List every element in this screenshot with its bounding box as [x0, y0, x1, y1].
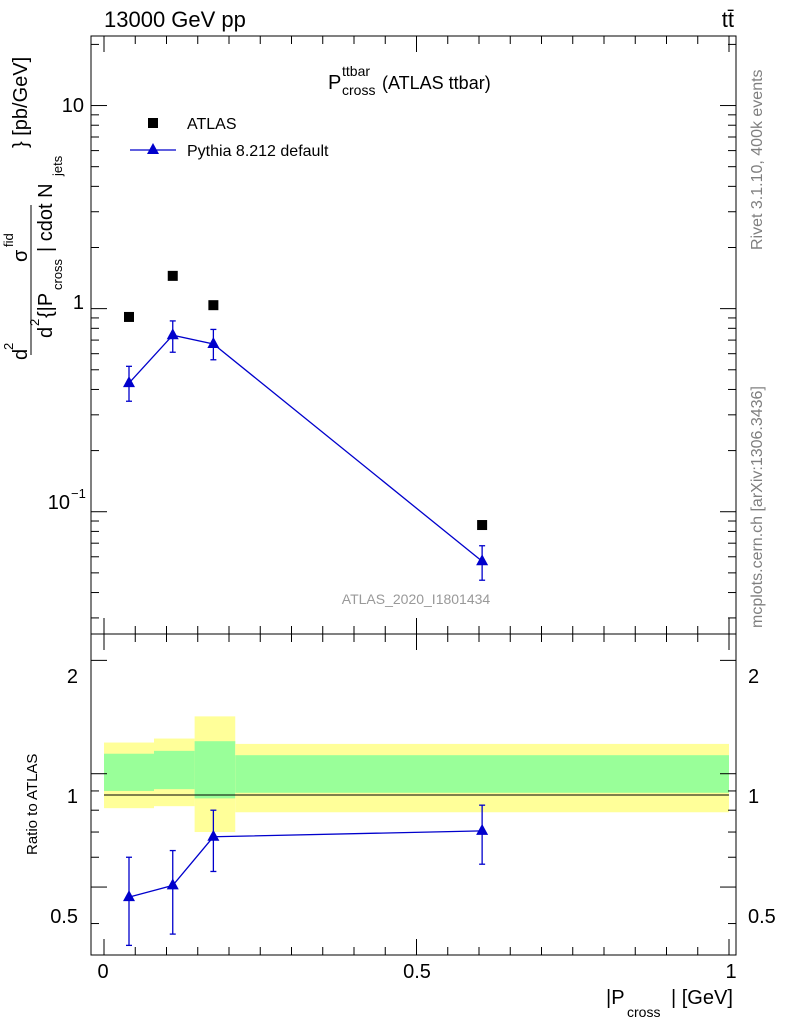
ratio-pythia-point	[476, 823, 489, 835]
xtick-label-0: 0	[97, 961, 108, 983]
main-title: P	[328, 72, 341, 94]
ylabel-numerator: d	[10, 349, 32, 360]
ylabel-units: } [pb/GeV]	[10, 57, 32, 148]
xlabel-close: | [GeV]	[671, 987, 733, 1009]
main-ytick-label-0.1: 10	[48, 492, 70, 514]
ratio-ytick-label-2-left: 2	[67, 666, 78, 688]
main-pythia-point	[166, 328, 179, 340]
ylabel-den-mid: | cdot N	[35, 183, 57, 252]
main-ytick-label-0.1-exp: −1	[71, 486, 86, 501]
ylabel-den-open: {|P	[35, 293, 57, 318]
legend-pythia-label: Pythia 8.212 default	[187, 143, 329, 160]
xtick-label-0.5: 0.5	[403, 961, 431, 983]
main-ytick-label-0.1-base: 10	[48, 492, 70, 514]
ylabel-den-cross: cross	[50, 258, 65, 290]
ratio-pythia-point	[166, 878, 179, 890]
analysis-watermark: ATLAS_2020_I1801434	[342, 591, 491, 607]
ratio-data-layer	[123, 804, 489, 947]
main-y-axis-label: d 2 σ fid d 2 {|P cross | cdot N jets } …	[1, 57, 65, 360]
ratio-x-ticks	[103, 634, 730, 955]
header-right-label: tt̄	[722, 7, 734, 32]
ratio-pythia-point	[207, 829, 220, 841]
ratio-ytick-label-0.5-left: 0.5	[50, 906, 78, 928]
ylabel-num-fid: fid	[1, 233, 16, 247]
main-ytick-label-10: 10	[62, 95, 84, 117]
main-y-ticks	[91, 43, 736, 619]
main-atlas-point	[167, 270, 178, 281]
main-pythia-point	[207, 336, 220, 348]
ratio-y-axis-label: Ratio to ATLAS	[24, 754, 41, 855]
title-sup: ttbar	[342, 63, 370, 79]
ratio-pythia-point	[123, 890, 135, 902]
ratio-band-inner	[154, 750, 195, 790]
ylabel-den-d: d	[35, 327, 57, 338]
ratio-ytick-label-1-right: 1	[748, 786, 759, 808]
ratio-band-inner	[194, 741, 236, 799]
legend-atlas-marker	[148, 118, 158, 128]
legend-atlas-label: ATLAS	[187, 116, 237, 133]
ratio-plot-frame	[90, 633, 737, 956]
ratio-band-inner	[104, 753, 154, 791]
main-pythia-point	[123, 376, 135, 388]
ylabel-num-sup: 2	[1, 343, 16, 350]
main-atlas-point	[124, 311, 134, 322]
ratio-y-ticks	[91, 659, 736, 925]
main-atlas-point	[477, 520, 488, 531]
ylabel-den-sup: 2	[27, 319, 42, 326]
ylabel-den-jets: jets	[50, 155, 65, 177]
legend-pythia-marker	[147, 143, 159, 154]
xlabel-sub: cross	[627, 1004, 660, 1020]
main-atlas-point	[208, 300, 219, 311]
title-main: P	[328, 72, 341, 94]
x-axis-label: |P	[606, 987, 625, 1009]
ratio-ytick-label-1-left: 1	[67, 786, 78, 808]
xlabel-open: |P	[606, 987, 625, 1009]
ratio-panel: 2 1 0.5 2 1 0.5 Ratio to ATLAS	[24, 633, 776, 956]
mcplots-label: mcplots.cern.ch [arXiv:1306.3436]	[749, 386, 766, 628]
main-panel: 10 1 10 −1 P ttbar cross (ATLAS ttbar) A…	[48, 35, 737, 635]
ratio-ytick-label-2-right: 2	[748, 666, 759, 688]
xtick-label-1: 1	[725, 961, 736, 983]
title-rest: (ATLAS ttbar)	[382, 73, 491, 93]
main-pythia-point	[476, 554, 489, 566]
main-ytick-label-1: 1	[73, 292, 84, 314]
header-left-label: 13000 GeV pp	[104, 7, 246, 32]
main-data-layer	[123, 270, 489, 581]
ratio-ytick-label-0.5-right: 0.5	[748, 906, 776, 928]
ratio-bands	[104, 716, 729, 833]
ylabel-num-sigma: σ	[10, 249, 32, 262]
ratio-pythia-line	[128, 830, 483, 898]
rivet-label: Rivet 3.1.10, 400k events	[749, 69, 766, 250]
ylabel-num-d: d	[10, 349, 32, 360]
main-x-ticks	[103, 36, 730, 634]
title-sub: cross	[342, 82, 375, 98]
ratio-band-inner	[235, 755, 729, 793]
main-pythia-line	[128, 334, 483, 562]
